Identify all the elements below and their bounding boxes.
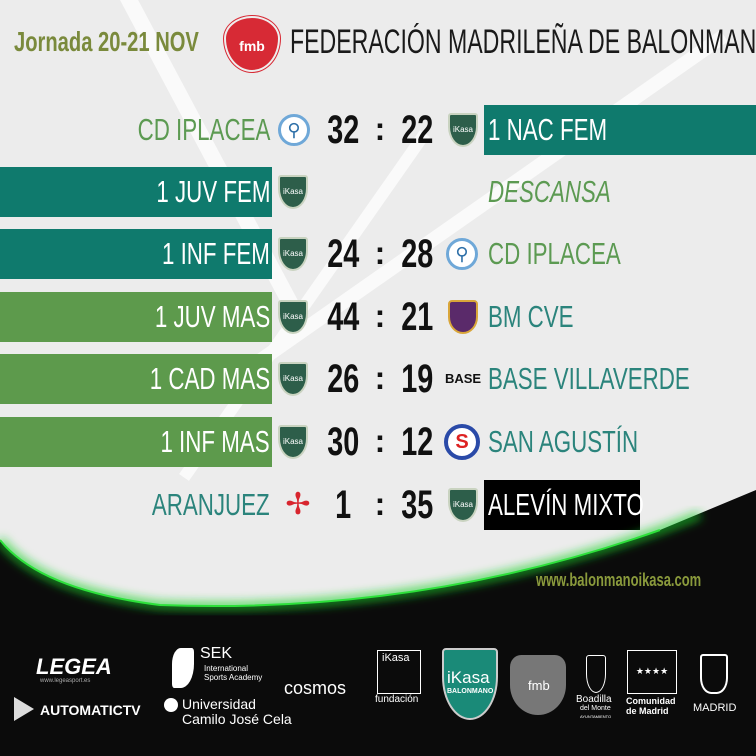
ikasa-logo: iKasa <box>278 425 308 459</box>
home-team: 1 JUV FEM <box>155 174 270 209</box>
away-team: BASE VILLAVERDE <box>488 361 690 396</box>
ucjc-icon <box>164 698 178 712</box>
ikasa-logo: iKasa <box>278 300 308 334</box>
home-score: 30 <box>326 420 360 464</box>
fmb-logo: fmb <box>224 16 280 72</box>
ikasa-logo: iKasa <box>278 362 308 396</box>
score-separator: : <box>374 235 386 271</box>
ikasa-logo: iKasa <box>278 175 308 209</box>
home-score: 32 <box>326 108 360 152</box>
federation-title: FEDERACIÓN MADRILEÑA DE BALONMANO <box>290 22 756 61</box>
fmb-sponsor-text: fmb <box>528 678 550 693</box>
away-score: 12 <box>400 420 434 464</box>
score-separator: : <box>374 486 386 522</box>
boadilla-logo-3: AYUNTAMIENTO <box>580 714 612 719</box>
home-team: 1 INF FEM <box>162 236 270 271</box>
home-score: 1 <box>334 483 352 527</box>
team-bar <box>0 417 272 467</box>
boadilla-logo-2: del Monte <box>580 705 611 712</box>
base-villaverde-logo: BASE <box>444 371 482 386</box>
home-team: CD IPLACEA <box>137 112 270 147</box>
team-bar <box>0 167 272 217</box>
fmb-shield <box>510 655 566 715</box>
ikasa-logo: iKasa <box>278 237 308 271</box>
match-row: 1 JUV FEM iKasa DESCANSA <box>0 167 756 217</box>
match-row: ARANJUEZ ✢ 1 : 35 iKasa ALEVÍN MIXTO <box>0 480 756 530</box>
match-row: 1 INF FEM iKasa 24 : 28 ⚲ CD IPLACEA <box>0 229 756 279</box>
bye-label: DESCANSA <box>488 174 611 209</box>
ucjc-logo-line2: Camilo José Cela <box>182 711 292 727</box>
website-link[interactable]: www.balonmanoikasa.com <box>536 570 702 590</box>
sek-icon <box>172 648 194 688</box>
away-team: ALEVÍN MIXTO <box>488 487 644 522</box>
away-score: 28 <box>400 232 434 276</box>
team-bar <box>0 229 272 279</box>
away-team: SAN AGUSTÍN <box>488 424 639 459</box>
team-bar <box>484 105 756 155</box>
score-separator: : <box>374 423 386 459</box>
fundacion-logo-bottom: fundación <box>375 694 419 705</box>
madrid-logo: MADRID <box>693 702 737 714</box>
home-team: 1 INF MAS <box>160 424 270 459</box>
match-row: 1 INF MAS iKasa 30 : 12 S SAN AGUSTÍN <box>0 417 756 467</box>
home-score: 26 <box>326 357 360 401</box>
away-team: 1 NAC FEM <box>488 112 608 147</box>
away-team: CD IPLACEA <box>488 236 621 271</box>
away-team: BM CVE <box>488 299 574 334</box>
away-score: 21 <box>400 295 434 339</box>
ikasa-logo: iKasa <box>448 113 478 147</box>
away-score: 35 <box>400 483 434 527</box>
jornada-title: Jornada 20-21 NOV <box>14 26 199 57</box>
team-bar <box>484 480 640 530</box>
home-score: 24 <box>326 232 360 276</box>
fundacion-logo-top: iKasa <box>382 652 410 664</box>
ikasa-shield-bottom: BALONMANO <box>447 688 494 695</box>
home-team: 1 CAD MAS <box>149 361 270 396</box>
comunidad-madrid-2: de Madrid <box>626 706 669 716</box>
ikasa-shield <box>442 648 498 720</box>
legea-url: www.legeasport.es <box>40 678 91 684</box>
ikasa-shield-top: iKasa <box>447 668 490 687</box>
cosmos-logo: cosmos <box>284 678 347 698</box>
home-score: 44 <box>326 295 360 339</box>
iplacea-logo: ⚲ <box>278 114 310 146</box>
away-score: 22 <box>400 108 434 152</box>
boadilla-logo-1: Boadilla <box>576 694 612 705</box>
team-bar <box>0 354 272 404</box>
match-row: 1 JUV MAS iKasa 44 : 21 BM CVE <box>0 292 756 342</box>
legea-logo: LEGEA <box>36 654 112 679</box>
automatictv-logo: AUTOMATICTV <box>40 702 141 718</box>
madrid-crest <box>700 654 728 694</box>
match-row: 1 CAD MAS iKasa 26 : 19 BASE BASE VILLAV… <box>0 354 756 404</box>
match-row: CD IPLACEA ⚲ 32 : 22 iKasa 1 NAC FEM <box>0 105 756 155</box>
ikasa-logo: iKasa <box>448 488 478 522</box>
sek-logo: SEK <box>200 645 233 662</box>
bm-cve-logo <box>448 300 478 334</box>
comunidad-madrid-box: ★★★★ <box>627 650 677 694</box>
score-separator: : <box>374 360 386 396</box>
aranjuez-logo: ✢ <box>285 488 311 521</box>
ucjc-logo-line1: Universidad <box>182 696 256 712</box>
header: Jornada 20-21 NOV <box>14 22 214 62</box>
boadilla-crest <box>586 655 606 693</box>
score-separator: : <box>374 111 386 147</box>
team-bar <box>0 292 272 342</box>
score-separator: : <box>374 298 386 334</box>
fundacion-box <box>377 650 421 694</box>
away-score: 19 <box>400 357 434 401</box>
home-team: ARANJUEZ <box>152 487 270 522</box>
comunidad-madrid-1: Comunidad <box>626 696 676 706</box>
sek-subtitle: International Sports Academy <box>204 664 263 682</box>
home-team: 1 JUV MAS <box>154 299 270 334</box>
iplacea-logo: ⚲ <box>446 238 478 270</box>
san-agustin-logo: S <box>444 424 480 460</box>
